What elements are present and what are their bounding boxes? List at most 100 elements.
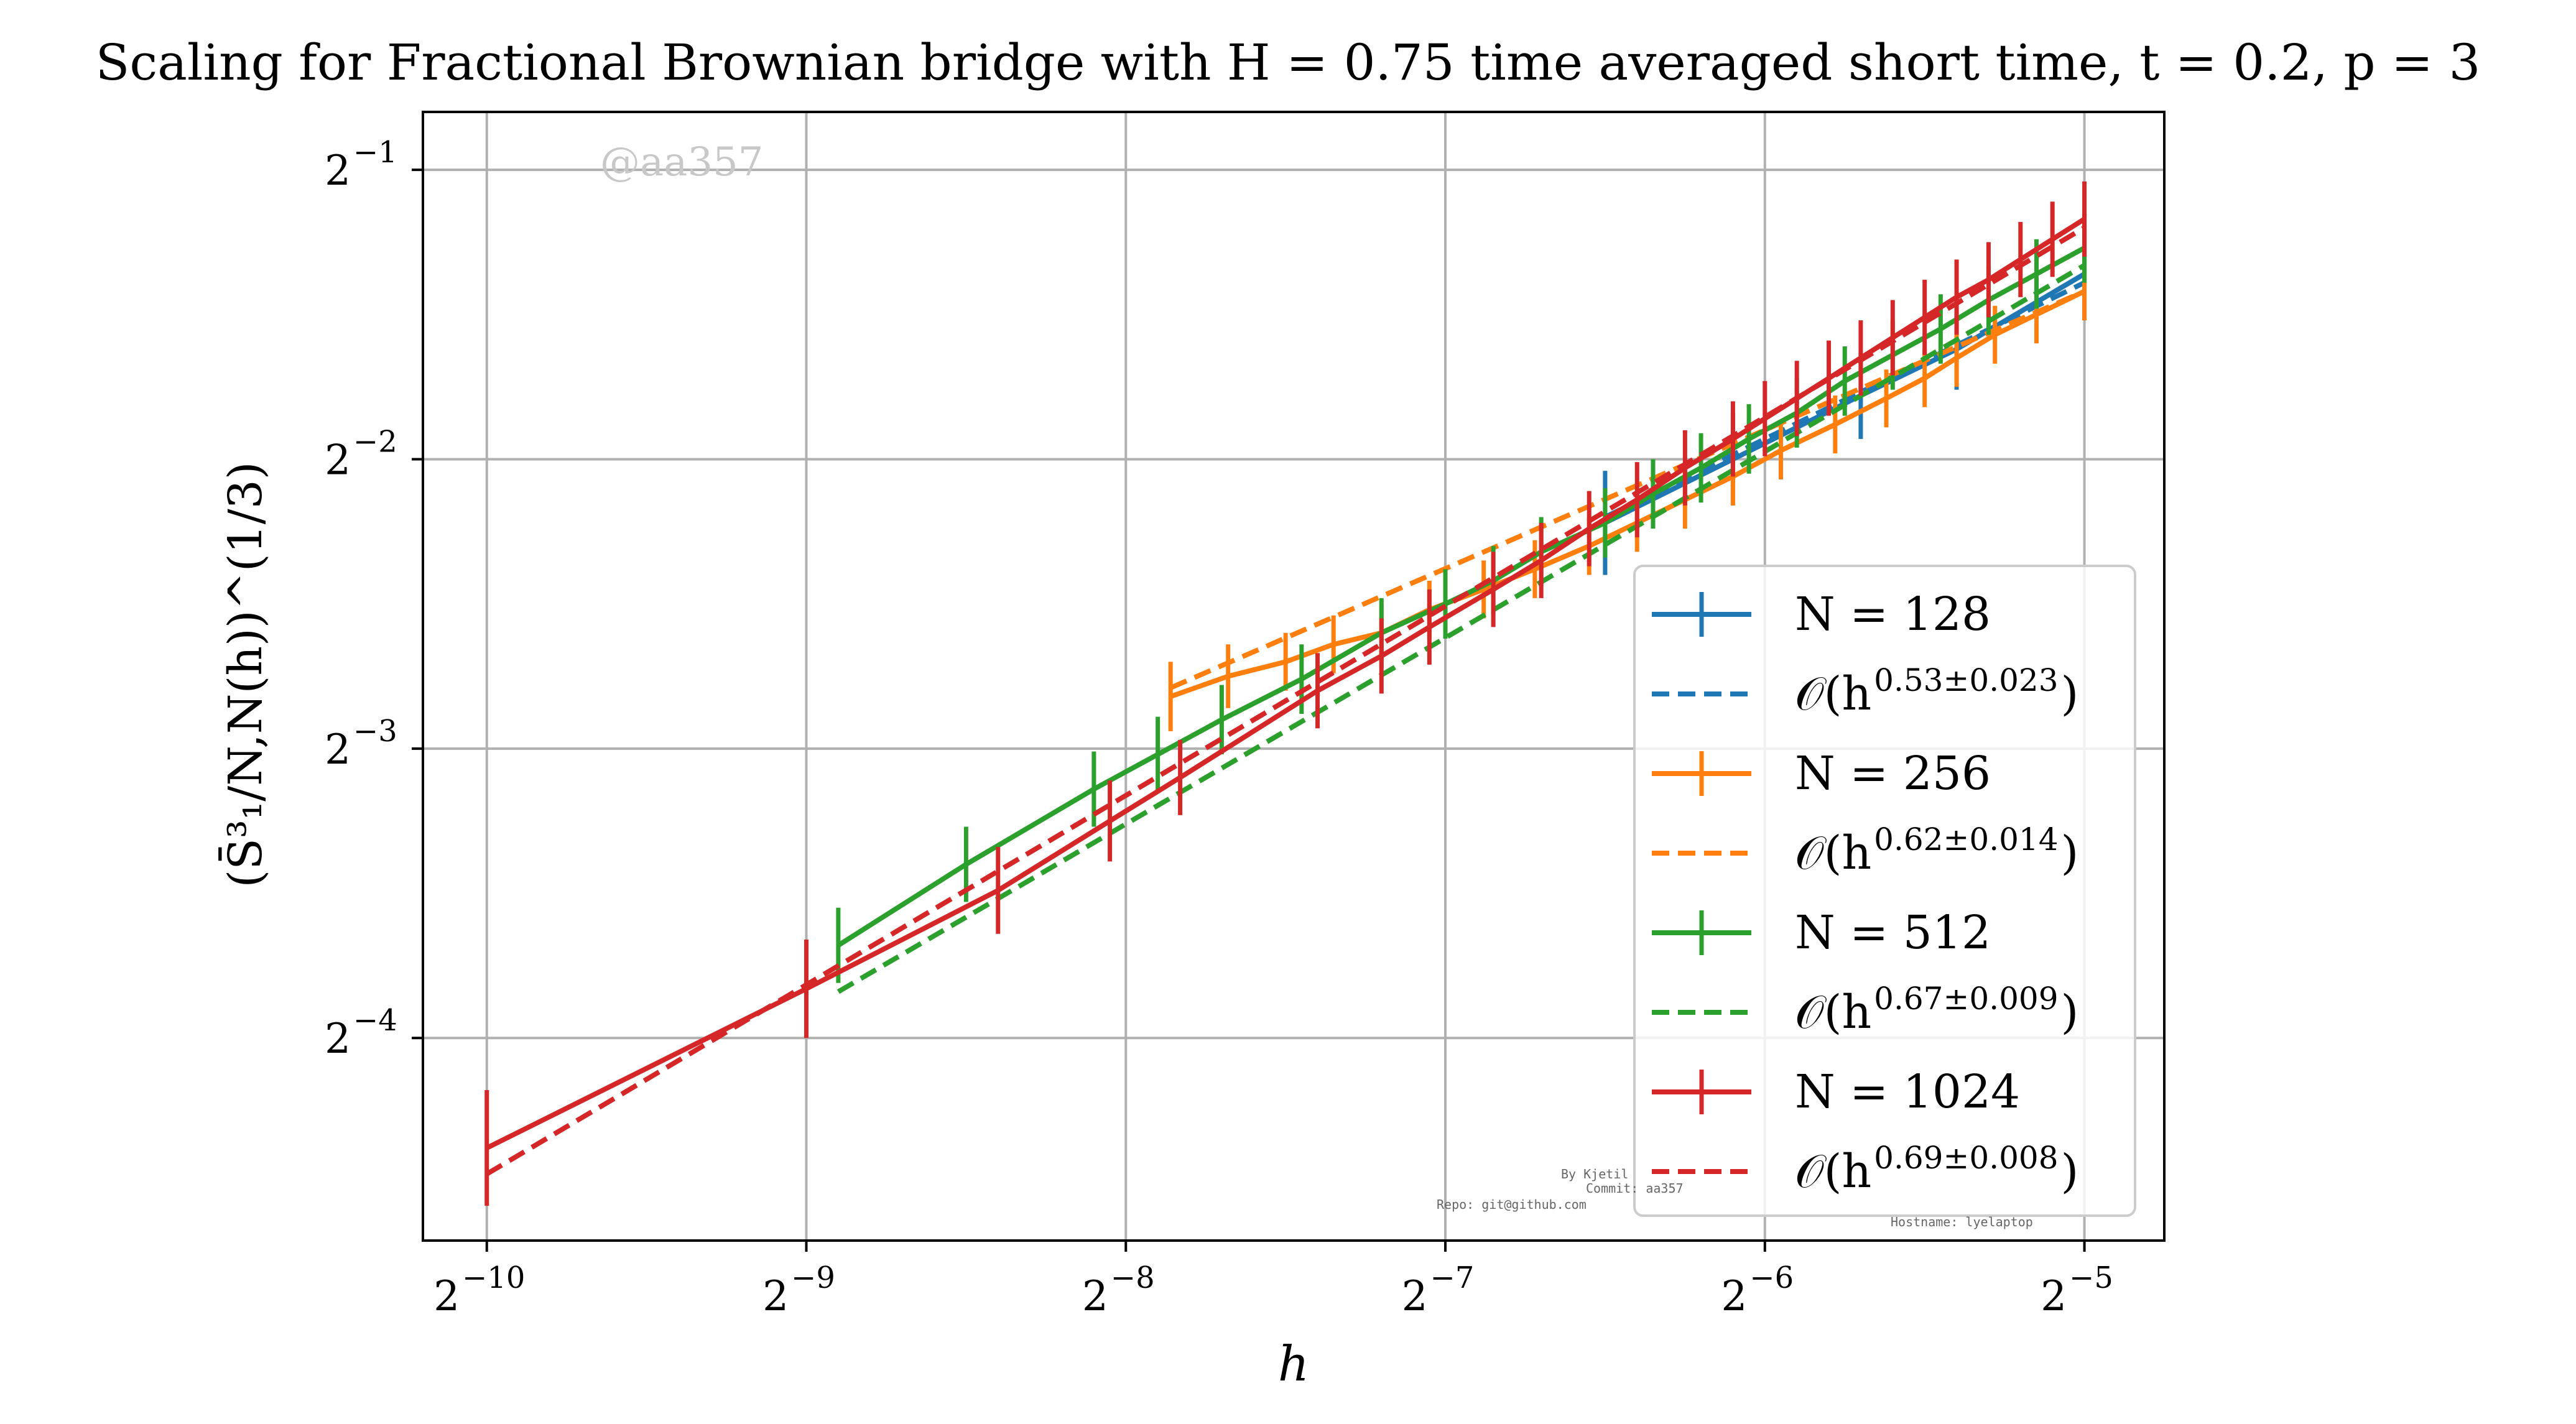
y-tick-label-base: 2 [325,436,351,484]
data-point [1699,466,1703,470]
data-point [996,888,1000,892]
data-point [1858,356,1863,360]
data-point [2034,272,2039,276]
y-axis-label: (S̄³₁/N,N(h))^(1/3) [218,461,272,887]
data-point [1891,336,1895,340]
y-tick-label: 2−2 [325,424,397,484]
x-tick-label-exponent: −6 [1749,1260,1794,1295]
footer-line-4: Hostname: lyelaptop [1891,1214,2033,1229]
legend-label-series: N = 512 [1795,906,1991,959]
y-tick-label-exponent: −1 [353,135,397,170]
data-point [1220,718,1224,722]
fit-line [836,263,2086,994]
x-tick-label-exponent: −7 [1430,1260,1475,1295]
tick-layer: 2−10 2−9 2−8 2−7 2−6 2−52−42−32−22−1 [325,135,2113,1320]
legend-fit-close: ) [2061,826,2079,880]
data-point [2018,257,2022,262]
data-point [1922,376,1927,381]
data-point [1315,688,1320,693]
y-tick-label-base: 2 [325,726,351,774]
legend-label-series: N = 1024 [1795,1065,2020,1119]
x-axis-label: h [1278,1336,1309,1392]
x-tick-label: 2−6 [1721,1260,1794,1320]
y-tick-label-exponent: −2 [353,424,397,459]
legend-fit-close: ) [2061,986,2079,1039]
data-point [1955,295,1959,299]
legend-label-fit: 𝒪(h0.67±0.009) [1795,981,2078,1039]
data-point [1587,527,1591,531]
data-point [1747,437,1751,441]
data-point [2082,289,2087,294]
legend-fit-exponent: 0.69±0.008 [1874,1140,2058,1176]
data-point [1539,558,1544,563]
legend-fit-main: 𝒪(h [1795,1145,1871,1198]
x-tick-label-exponent: −5 [2069,1260,2113,1295]
data-point [1091,787,1096,791]
x-tick-label-exponent: −10 [462,1260,525,1295]
data-point [836,943,840,948]
data-point [1532,567,1537,571]
series-4 [484,181,2087,1206]
data-point [1156,752,1160,757]
y-tick-label: 2−4 [325,1003,397,1063]
data-point [1843,379,1847,383]
legend-fit-exponent: 0.67±0.009 [1874,981,2058,1017]
data-point [1491,587,1496,591]
legend-fit-exponent: 0.53±0.023 [1874,662,2058,698]
data-point [1651,492,1655,496]
data-point [1922,315,1927,320]
x-tick-label-exponent: −8 [1111,1260,1155,1295]
data-point [1993,333,1997,337]
y-tick-label: 2−1 [325,135,397,195]
data-point [2034,312,2039,317]
data-point [1169,695,1173,699]
data-point [1226,674,1230,678]
legend-fit-main: 𝒪(h [1795,826,1871,880]
data-point [1833,422,1837,427]
data-point [1332,642,1336,647]
data-point [1379,654,1384,658]
data-point [1635,497,1639,502]
legend-fit-close: ) [2061,667,2079,721]
y-tick-label: 2−3 [325,714,397,774]
legend-label-fit: 𝒪(h0.69±0.008) [1795,1140,2078,1198]
footer-line-1: By Kjetil [1561,1167,1628,1181]
x-tick-label: 2−10 [433,1260,525,1320]
legend-label-series: N = 128 [1795,588,1991,641]
footer-info: By Kjetil Commit: aa357 Repo: git@github… [1437,1167,2033,1229]
x-tick-label-exponent: −9 [791,1260,835,1295]
x-tick-label: 2−7 [1402,1260,1475,1320]
data-point [804,987,808,991]
legend-label-fit: 𝒪(h0.53±0.023) [1795,662,2078,721]
chart-title: Scaling for Fractional Brownian bridge w… [96,34,2481,91]
footer-line-2: Commit: aa357 [1586,1181,1684,1196]
x-tick-label-base: 2 [1721,1272,1747,1320]
y-tick-label-base: 2 [325,147,351,195]
data-point [1284,660,1288,664]
x-tick-label-base: 2 [762,1272,789,1320]
data-point [1779,448,1783,453]
data-point [1939,327,1943,331]
legend-fit-main: 𝒪(h [1795,667,1871,721]
x-tick-label: 2−8 [1082,1260,1155,1320]
x-tick-label-base: 2 [2041,1272,2067,1320]
y-tick-label-base: 2 [325,1015,351,1063]
data-point [964,862,968,866]
fit-line [1169,289,2086,690]
data-point [1108,819,1112,823]
data-point [2082,217,2087,221]
legend-box [1633,565,2136,1217]
x-tick-label-base: 2 [433,1272,460,1320]
x-tick-label: 2−9 [762,1260,835,1320]
data-point [2050,237,2055,241]
data-point [1731,437,1735,441]
y-tick-label-exponent: −4 [353,1003,397,1038]
legend-fit-close: ) [2061,1145,2079,1198]
x-tick-label-base: 2 [1402,1272,1428,1320]
data-point [1299,677,1304,682]
x-tick-label-base: 2 [1082,1272,1108,1320]
legend-label-fit: 𝒪(h0.62±0.014) [1795,821,2078,880]
data-point [1178,775,1182,780]
